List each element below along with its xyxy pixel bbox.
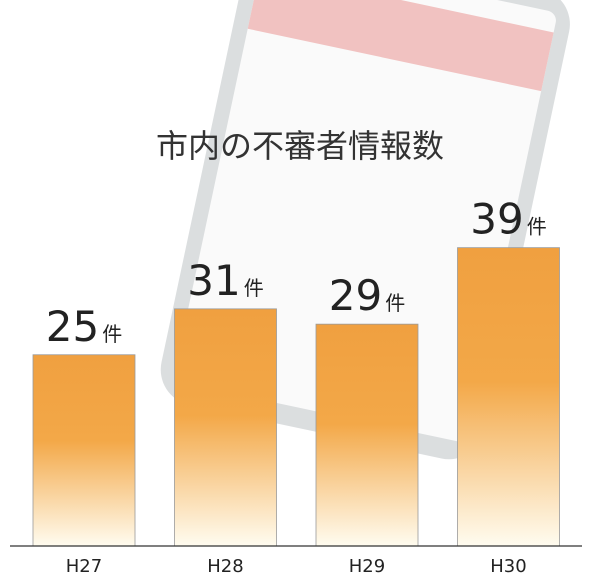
x-tick-label: H30	[490, 556, 526, 577]
bar	[458, 248, 560, 546]
bar	[33, 355, 135, 546]
chart: 市内の不審者情報数 25件H2731件H2829件H2939件H30	[0, 0, 592, 579]
bar	[316, 324, 418, 546]
x-tick-label: H29	[349, 556, 385, 577]
x-tick-label: H28	[207, 556, 243, 577]
x-tick-label: H27	[66, 556, 102, 577]
bar	[175, 309, 277, 546]
chart-title: 市内の不審者情報数	[156, 127, 444, 165]
